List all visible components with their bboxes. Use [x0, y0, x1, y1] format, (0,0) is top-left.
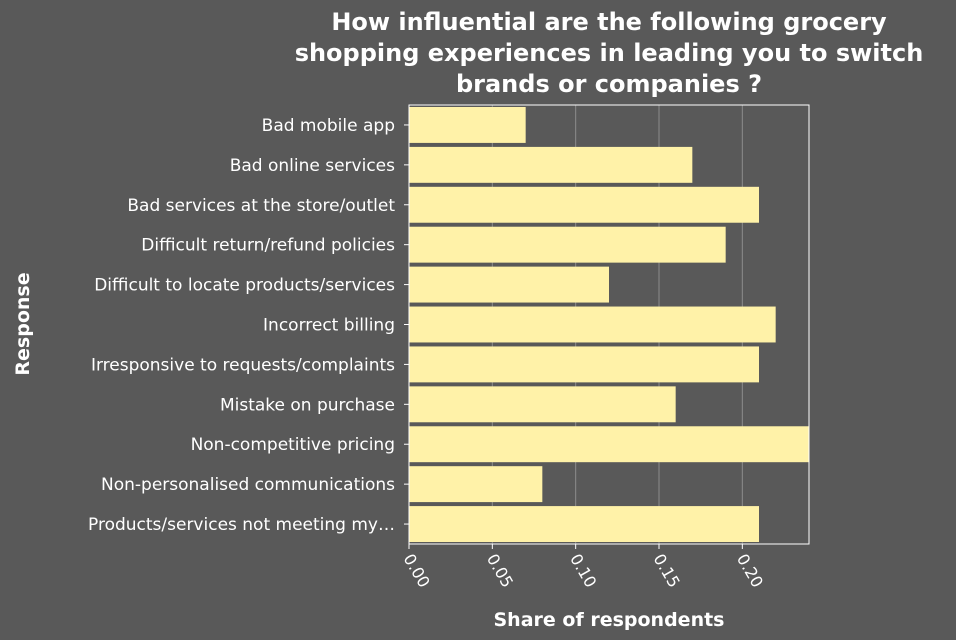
category-label: Products/services not meeting my… — [88, 515, 395, 535]
category-label: Difficult return/refund policies — [141, 236, 395, 256]
bars — [409, 106, 809, 543]
category-label: Bad mobile app — [262, 116, 395, 136]
chart-title-line-3: brands or companies ? — [456, 70, 762, 98]
bar — [409, 506, 759, 543]
category-label: Bad services at the store/outlet — [127, 196, 395, 216]
chart-title: How influential are the following grocer… — [295, 8, 924, 98]
bar — [409, 346, 759, 383]
category-label: Incorrect billing — [263, 316, 395, 336]
x-tick-label: 0.00 — [400, 551, 434, 591]
category-label: Difficult to locate products/services — [94, 276, 395, 296]
category-label: Irresponsive to requests/complaints — [91, 355, 395, 375]
x-tick-label: 0.15 — [650, 551, 684, 591]
x-tick-label: 0.20 — [733, 551, 767, 591]
bar — [409, 386, 676, 423]
bar — [409, 306, 776, 343]
y-axis-title: Response — [12, 272, 34, 375]
x-tick-label: 0.05 — [483, 551, 517, 591]
category-label: Non-personalised communications — [101, 475, 395, 495]
category-labels: Bad mobile app Bad online services Bad ser… — [88, 116, 409, 535]
chart-title-line-2: shopping experiences in leading you to s… — [295, 39, 924, 67]
bar — [409, 146, 693, 183]
x-tick-label: 0.10 — [566, 551, 600, 591]
bar — [409, 226, 726, 263]
category-label: Bad online services — [230, 156, 395, 176]
bar — [409, 466, 543, 503]
bar — [409, 266, 609, 303]
x-tick-labels: 0.00 0.05 0.10 0.15 0.20 — [400, 544, 767, 591]
chart-title-line-1: How influential are the following grocer… — [331, 8, 887, 36]
x-axis-title: Share of respondents — [494, 609, 725, 631]
category-label: Non-competitive pricing — [191, 435, 395, 455]
category-label: Mistake on purchase — [220, 395, 395, 415]
bar — [409, 426, 809, 463]
bar — [409, 106, 526, 143]
bar — [409, 186, 759, 223]
